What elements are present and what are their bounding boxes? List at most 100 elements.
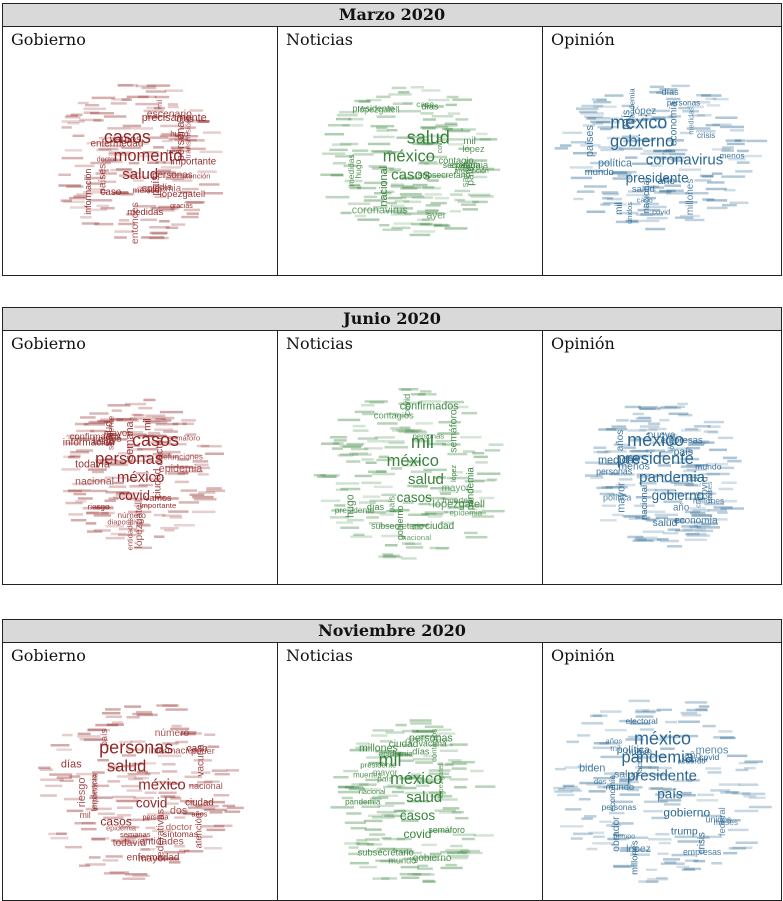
cloud-word: gobierno	[652, 488, 705, 503]
cloud-filler	[120, 193, 133, 196]
cloud-word: coronavirus	[352, 204, 409, 216]
cloud-filler	[206, 489, 225, 493]
cloud-filler	[163, 795, 181, 799]
cloud-filler	[589, 714, 603, 718]
cloud-filler	[355, 841, 369, 845]
cloud-filler	[197, 781, 213, 784]
cloud-filler	[348, 846, 359, 849]
cell-noticias: Noticias mil méxico salud casos covid país con…	[278, 643, 543, 900]
cloud-filler	[667, 545, 683, 548]
cloud-filler	[602, 192, 619, 196]
cloud-filler	[350, 447, 369, 451]
cloud-filler	[423, 754, 438, 758]
cloud-filler	[444, 128, 464, 131]
cloud-filler	[343, 164, 358, 168]
cloud-filler	[464, 479, 485, 483]
cloud-word: covid	[652, 207, 670, 216]
cloud-filler	[127, 448, 144, 451]
cloud-filler	[365, 838, 380, 841]
cloud-filler	[437, 732, 456, 735]
cloud-word: días	[662, 87, 679, 97]
cloud-word: vacuna	[419, 738, 447, 748]
cloud-filler	[388, 93, 412, 96]
cloud-filler	[421, 843, 437, 847]
cloud-filler	[136, 770, 148, 774]
cloud-filler	[372, 729, 394, 732]
cloud-filler	[91, 771, 105, 774]
cloud-word: pandemia	[466, 467, 477, 511]
cloud-filler	[604, 450, 627, 453]
cloud-filler	[191, 510, 216, 514]
cloud-filler	[357, 186, 377, 190]
cloud-filler	[647, 422, 661, 425]
cloud-word: mayor	[138, 854, 167, 865]
cloud-filler	[445, 762, 467, 766]
cloud-filler	[639, 407, 661, 411]
cloud-filler	[692, 509, 710, 512]
cloud-word: gracias	[170, 203, 193, 210]
cloud-filler	[440, 866, 463, 870]
cloud-filler	[132, 874, 150, 878]
cloud-filler	[705, 518, 728, 521]
cloud-filler	[347, 518, 364, 522]
cloud-filler	[340, 487, 361, 491]
cloud-filler	[356, 838, 367, 842]
cloud-filler	[178, 809, 189, 813]
cloud-filler	[688, 443, 705, 446]
cloud-word: millones	[693, 495, 724, 505]
cloud-word: síntomas	[163, 829, 199, 839]
cloud-filler	[109, 463, 129, 467]
cloud-filler	[121, 146, 142, 150]
cloud-filler	[665, 148, 688, 152]
cloud-filler	[201, 825, 225, 828]
cloud-filler	[612, 833, 624, 837]
word-cloud: méxicopandemiapresidentepaísgobiernotrum…	[553, 699, 772, 883]
cloud-filler	[655, 516, 668, 519]
cloud-filler	[674, 835, 698, 839]
cloud-filler	[81, 222, 100, 225]
cloud-filler	[419, 161, 438, 164]
cloud-filler	[377, 422, 398, 425]
cloud-filler	[720, 791, 738, 794]
cloud-word: casos	[397, 490, 433, 505]
cloud-filler	[649, 90, 662, 94]
cloud-filler	[642, 530, 665, 533]
cloud-word: epidemia	[449, 508, 482, 517]
word-cloud: casosmomentosaludpersonasentoncesméxicoc…	[58, 83, 224, 244]
cloud-filler	[379, 754, 402, 757]
cloud-filler	[155, 171, 176, 174]
cloud-word: ciudad	[185, 797, 214, 808]
cloud-word: semáforo	[448, 409, 459, 453]
cloud-filler	[713, 506, 733, 509]
cloud-filler	[417, 864, 429, 868]
cloud-filler	[126, 835, 148, 838]
cloud-filler	[743, 794, 757, 798]
cloud-filler	[704, 502, 725, 506]
cloud-filler	[681, 525, 698, 528]
cloud-filler	[703, 430, 718, 433]
cloud-word: nacional	[359, 788, 386, 796]
cloud-filler	[337, 418, 361, 422]
cloud-filler	[380, 859, 404, 863]
cloud-filler	[570, 176, 593, 180]
cloud-filler	[98, 812, 115, 815]
cloud-word: secretaría	[443, 160, 481, 170]
cloud-filler	[138, 406, 153, 410]
cloud-filler	[682, 469, 697, 473]
cloud-filler	[178, 849, 190, 852]
cloud-filler	[159, 410, 184, 414]
cloud-filler	[712, 148, 731, 151]
cloud-filler	[103, 115, 127, 118]
column-label: Noticias	[286, 30, 354, 49]
cloud-filler	[415, 422, 433, 425]
cloud-filler	[562, 131, 583, 135]
cloud-filler	[439, 775, 452, 779]
cloud-filler	[394, 211, 406, 215]
cloud-filler	[626, 138, 649, 142]
cloud-filler	[378, 524, 403, 528]
cloud-filler	[726, 819, 741, 822]
cloud-word: méxico	[390, 770, 442, 788]
cloud-filler	[76, 429, 95, 433]
cloud-filler	[619, 719, 636, 723]
cloud-filler	[629, 722, 651, 725]
